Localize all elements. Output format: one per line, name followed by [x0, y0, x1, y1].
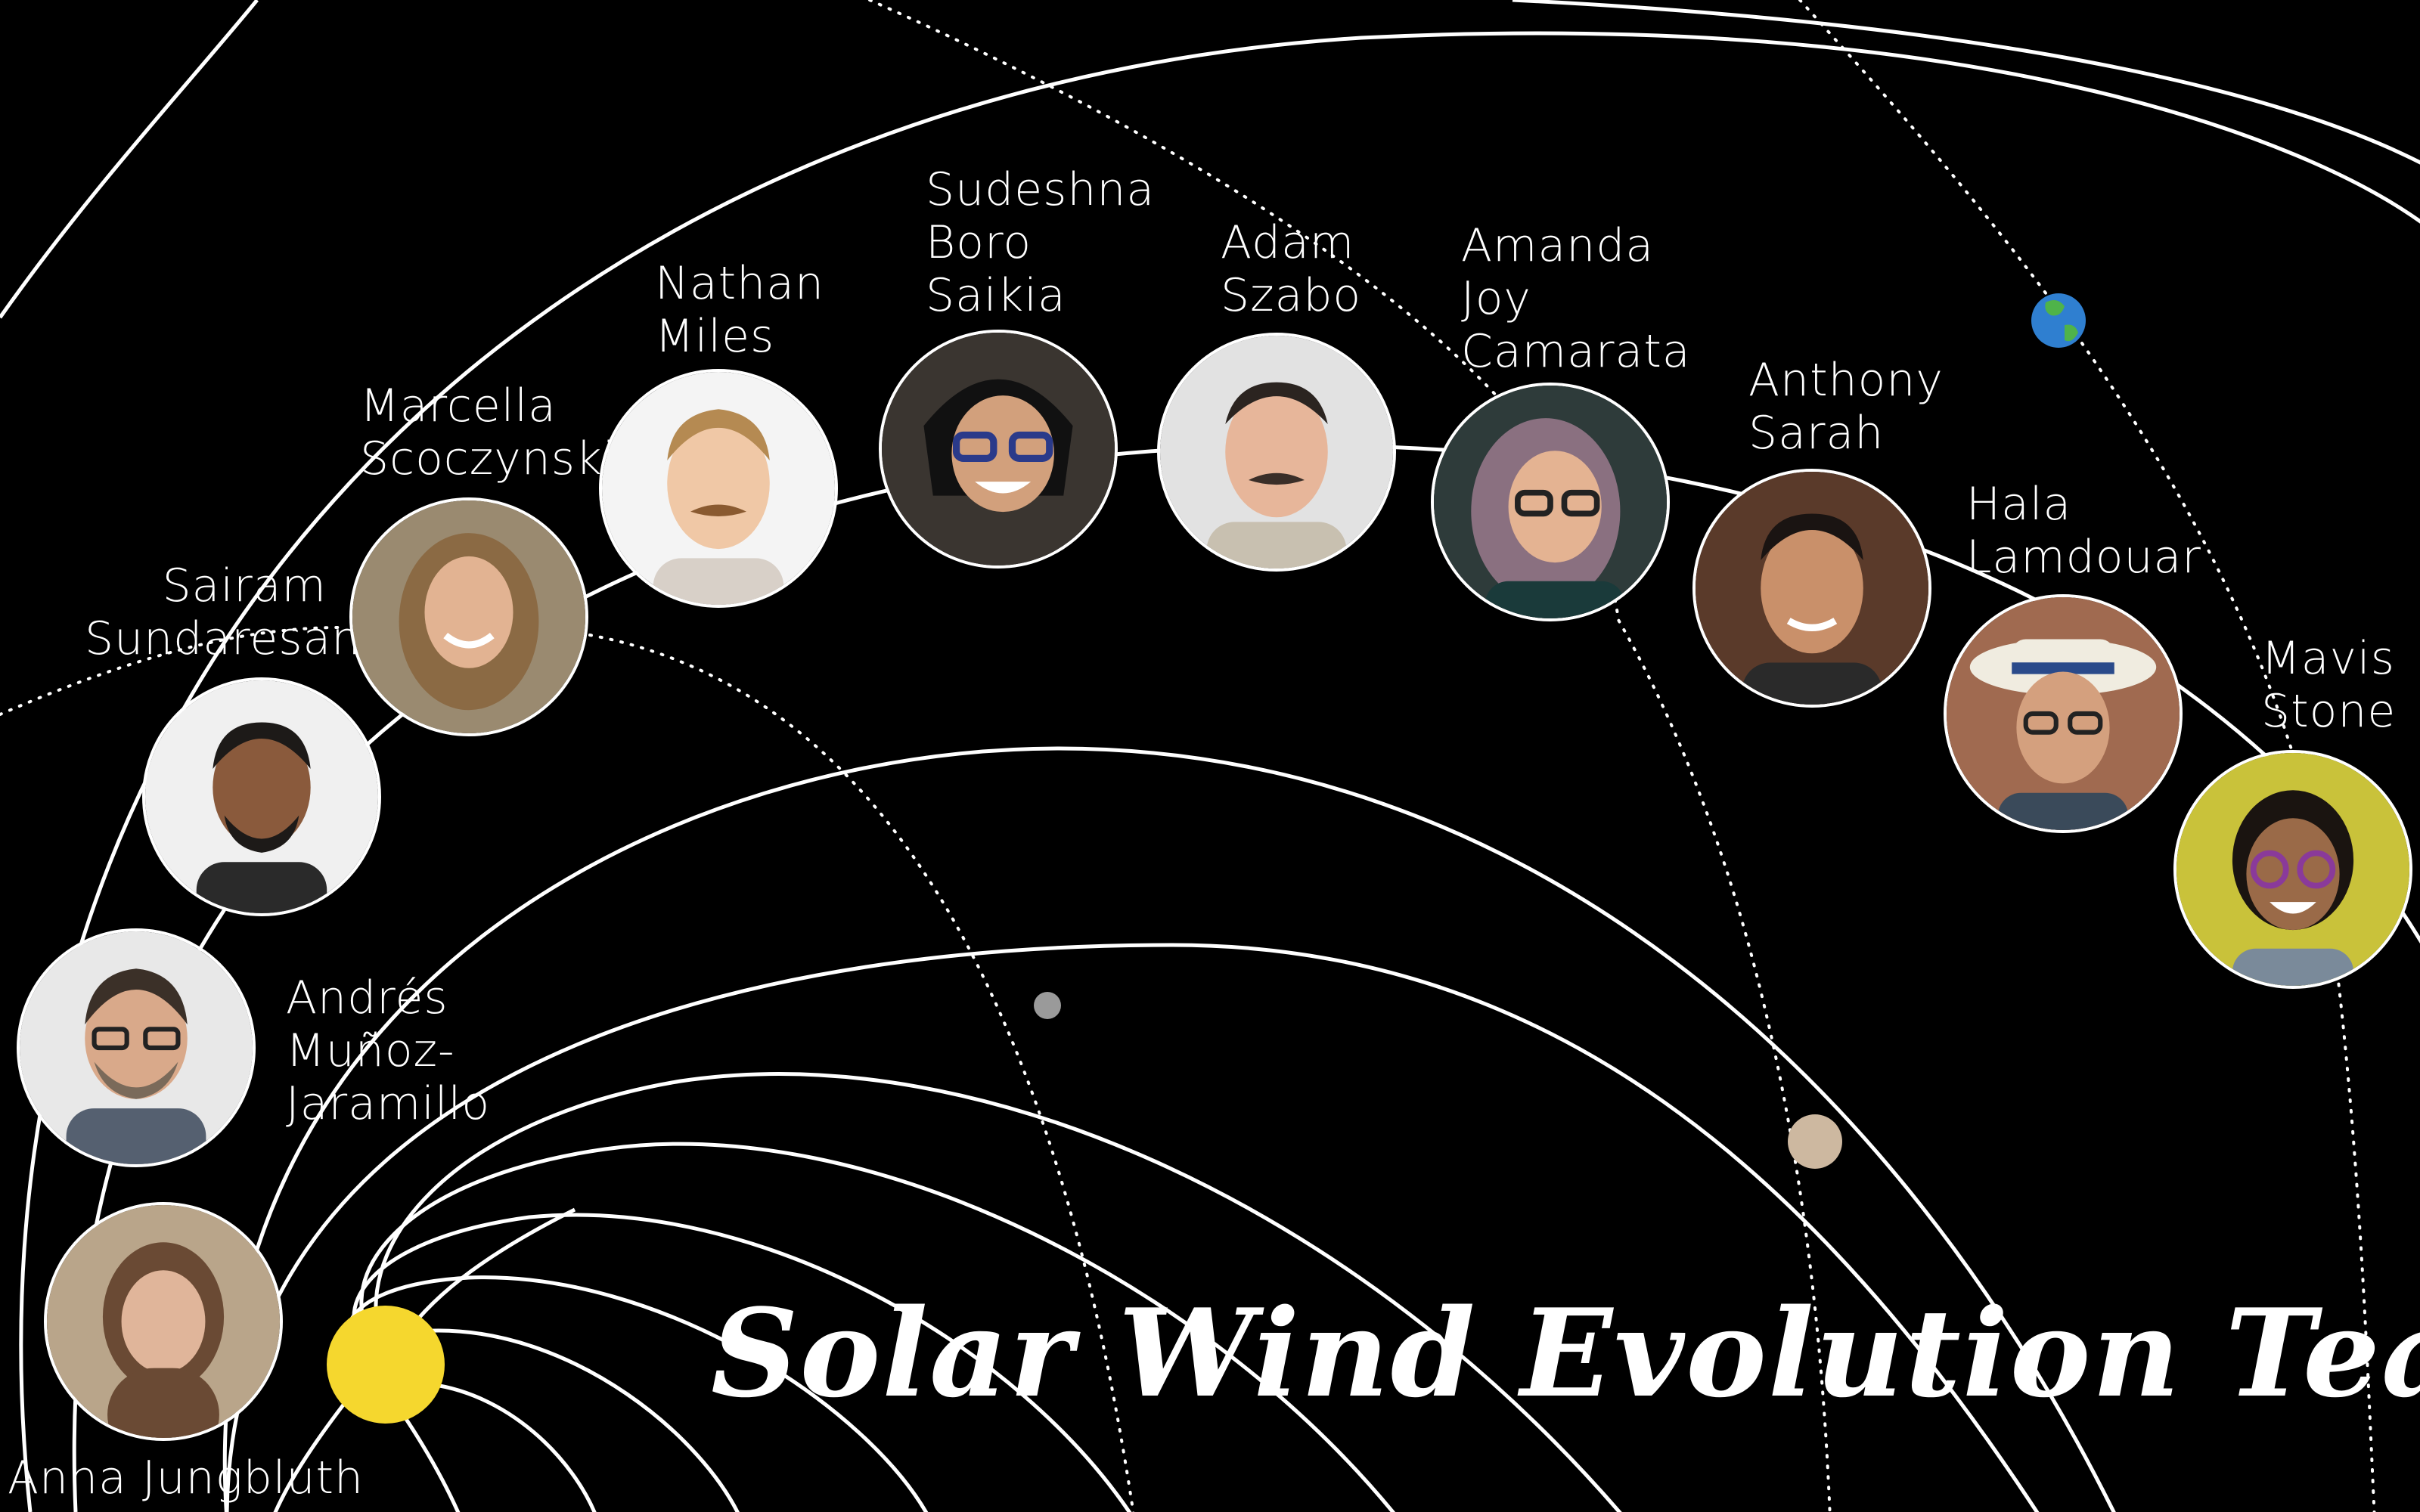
member-name: Mavis Stone: [2261, 632, 2397, 738]
person-portrait-icon: [2176, 753, 2409, 986]
portrait-photo: [1157, 333, 1396, 572]
person-portrait-icon: [1696, 472, 1928, 705]
field-line-3: [352, 1213, 1132, 1512]
portrait-photo: [349, 497, 588, 736]
field-line-2: [359, 1142, 1395, 1512]
poster-title: Solar Wind Evolution Team: [711, 1282, 2420, 1424]
portrait-photo: [2173, 750, 2412, 989]
member-name: Andrés Muñoz- Jaramillo: [286, 971, 491, 1130]
trajectory-2: [588, 634, 1135, 1512]
orbit-ring-6: [1512, 0, 2420, 165]
person-portrait-icon: [352, 500, 585, 733]
member-name: Amanda Joy Camarata: [1461, 219, 1691, 378]
portrait-photo: [1692, 469, 1931, 708]
member-name: Anthony Sarah: [1748, 354, 1944, 460]
portrait-photo: [599, 369, 838, 608]
orbit-ring-1: [225, 943, 2040, 1512]
member-name: Marcella Scoczynski: [360, 380, 616, 485]
portrait-photo: [142, 677, 381, 916]
sun: [327, 1306, 445, 1424]
person-portrait-icon: [882, 333, 1115, 565]
orbit-ring-5: [0, 0, 259, 319]
person-portrait-icon: [1160, 336, 1393, 569]
portrait-photo: [17, 928, 256, 1167]
member-name: Adam Szabo: [1221, 216, 1362, 322]
orbit-ring-4: [19, 31, 2420, 1512]
person-portrait-icon: [47, 1205, 280, 1438]
portrait-photo: [44, 1202, 283, 1441]
person-portrait-icon: [1947, 597, 2180, 830]
small-grey-planet: [1034, 992, 1061, 1019]
member-name: Sairam Sundaresan: [85, 559, 361, 665]
portrait-photo: [879, 330, 1118, 569]
person-portrait-icon: [602, 372, 835, 605]
person-portrait-icon: [1434, 386, 1667, 618]
member-name: Hala Lamdouar: [1966, 478, 2201, 584]
member-name: Anna Jungbluth: [8, 1452, 365, 1504]
person-portrait-icon: [145, 680, 378, 913]
portrait-photo: [1944, 594, 2183, 833]
earth: [2031, 293, 2086, 348]
member-name: Sudeshna Boro Saikia: [926, 163, 1156, 322]
orbit-ring-2: [222, 746, 2116, 1512]
portrait-photo: [1431, 383, 1670, 621]
beige-planet: [1788, 1114, 1842, 1169]
member-name: Nathan Miles: [655, 257, 824, 363]
trajectory-3: [868, 0, 1832, 1512]
person-portrait-icon: [20, 931, 253, 1164]
trajectory-1: [0, 626, 342, 716]
